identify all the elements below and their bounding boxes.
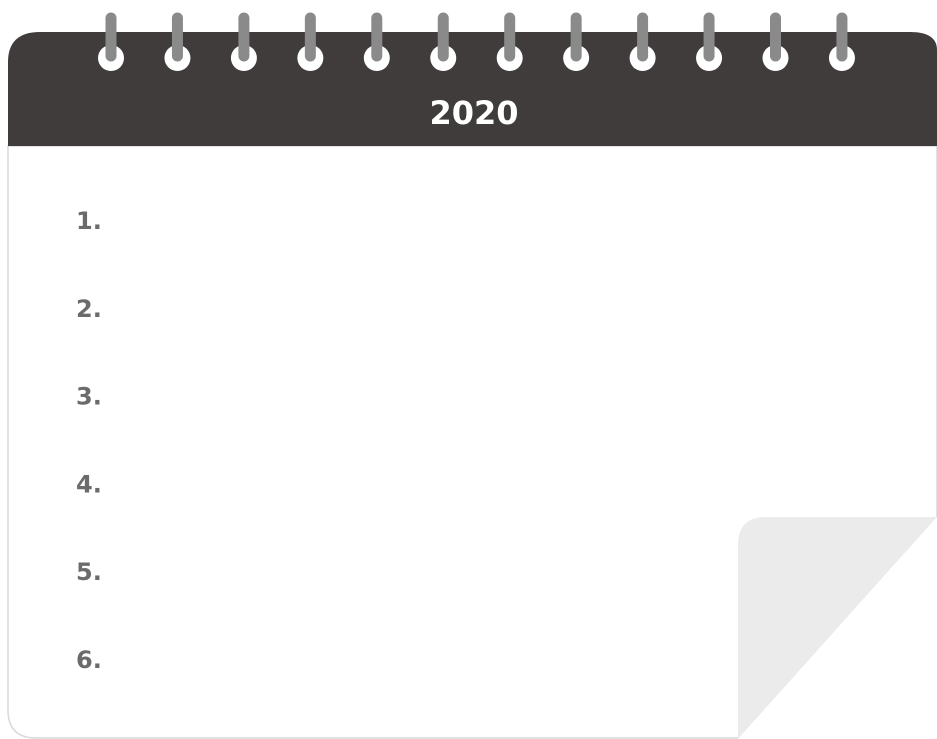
list-number: 5. (76, 558, 102, 586)
list-number: 1. (76, 207, 102, 235)
list-number: 4. (76, 470, 102, 498)
list-number: 3. (76, 383, 102, 411)
page: {"header": {"title": "2020"}, "list": {"… (0, 0, 937, 739)
notepad: 2020 1. 2. 3. 4. 5. 6. (0, 0, 937, 739)
list-number: 2. (76, 295, 102, 323)
header-title: 2020 (429, 94, 518, 132)
list-number: 6. (76, 646, 102, 674)
